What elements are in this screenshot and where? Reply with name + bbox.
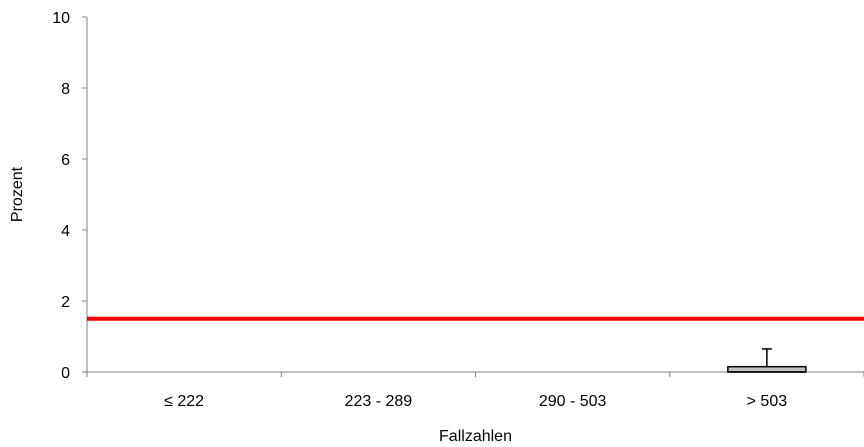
box — [727, 365, 807, 373]
x-tick-label: > 503 — [747, 393, 788, 410]
x-axis: ≤ 222 223 - 289 290 - 503 > 503 — [86, 371, 864, 410]
x-tick-label: 290 - 503 — [539, 393, 607, 410]
y-tick-label: 2 — [61, 294, 70, 311]
y-axis: 0 2 4 6 8 10 — [52, 10, 88, 382]
y-axis-title: Prozent — [9, 166, 26, 222]
x-axis-title: Fallzahlen — [439, 428, 512, 445]
y-tick-label: 4 — [61, 223, 70, 240]
y-tick-label: 6 — [61, 152, 70, 169]
y-tick-label: 8 — [61, 81, 70, 98]
y-tick-label: 0 — [61, 365, 70, 382]
boxplot-marks — [727, 348, 807, 373]
y-tick-label: 10 — [52, 10, 70, 27]
x-tick-label: ≤ 222 — [164, 393, 204, 410]
x-tick-label: 223 - 289 — [345, 393, 413, 410]
